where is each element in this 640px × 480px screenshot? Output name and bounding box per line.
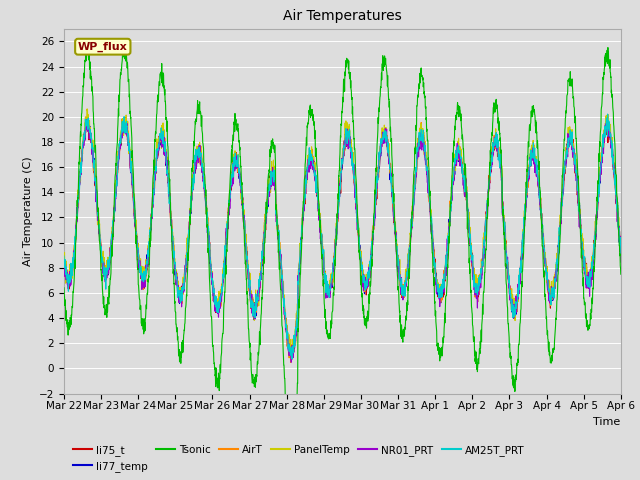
X-axis label: Time: Time <box>593 417 621 427</box>
Text: WP_flux: WP_flux <box>78 42 127 52</box>
Legend: li75_t, li77_temp, Tsonic, AirT, PanelTemp, NR01_PRT, AM25T_PRT: li75_t, li77_temp, Tsonic, AirT, PanelTe… <box>69 441 529 476</box>
Y-axis label: Air Temperature (C): Air Temperature (C) <box>23 156 33 266</box>
Title: Air Temperatures: Air Temperatures <box>283 10 402 24</box>
